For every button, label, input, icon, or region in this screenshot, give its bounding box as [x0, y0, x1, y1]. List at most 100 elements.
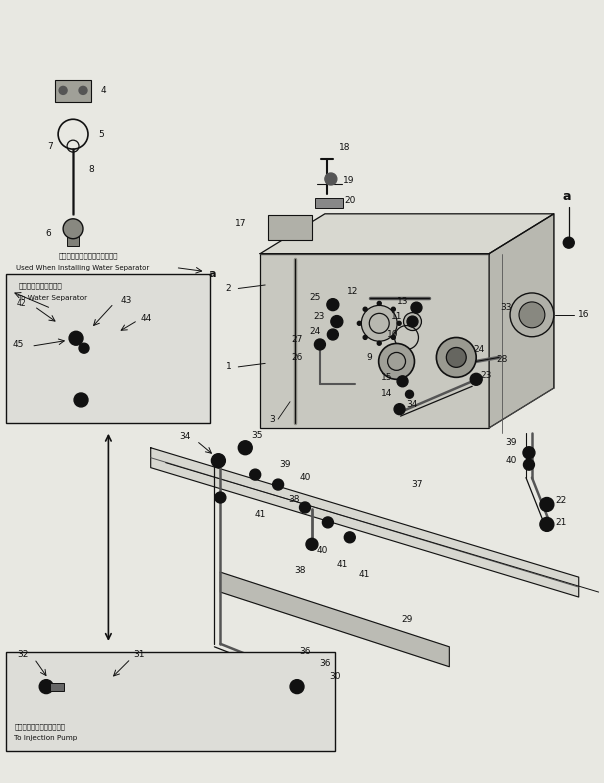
Text: インジェクションポンプへ: インジェクションポンプへ [14, 723, 65, 730]
Circle shape [519, 302, 545, 328]
Circle shape [69, 331, 83, 345]
Text: 40: 40 [506, 456, 516, 465]
Text: 40: 40 [300, 473, 310, 482]
Circle shape [379, 344, 414, 379]
Text: 27: 27 [291, 335, 303, 344]
Text: 13: 13 [397, 298, 408, 306]
Bar [315, 198, 343, 207]
Circle shape [79, 86, 87, 95]
Circle shape [239, 441, 252, 455]
Circle shape [249, 469, 261, 480]
Text: 11: 11 [391, 312, 402, 321]
Bar [67, 229, 79, 246]
Text: 18: 18 [339, 143, 350, 152]
Circle shape [331, 316, 343, 327]
Text: 20: 20 [344, 197, 356, 205]
Circle shape [378, 301, 381, 305]
Text: To Injection Pump: To Injection Pump [14, 735, 78, 742]
Text: 24: 24 [474, 345, 485, 354]
Text: 19: 19 [343, 176, 355, 186]
Text: 4: 4 [100, 86, 106, 95]
Text: 41: 41 [336, 560, 347, 568]
Text: 23: 23 [313, 312, 324, 321]
Circle shape [397, 376, 408, 387]
Circle shape [394, 404, 405, 415]
Polygon shape [220, 572, 449, 667]
Text: 3: 3 [269, 415, 275, 424]
Circle shape [524, 459, 535, 470]
Circle shape [436, 337, 476, 377]
Bar [7, 651, 335, 752]
Circle shape [306, 539, 318, 550]
Bar [260, 254, 489, 428]
Text: a: a [208, 269, 216, 279]
Text: 41: 41 [254, 510, 266, 519]
Text: 39: 39 [506, 438, 517, 447]
Text: 34: 34 [179, 432, 190, 442]
Text: 25: 25 [309, 293, 321, 302]
Circle shape [358, 321, 361, 325]
Circle shape [325, 173, 337, 185]
Text: 38: 38 [289, 495, 300, 504]
Text: 7: 7 [47, 142, 53, 150]
Text: 26: 26 [291, 353, 303, 362]
Circle shape [300, 502, 310, 513]
Circle shape [363, 307, 367, 311]
Text: 41: 41 [359, 570, 370, 579]
Circle shape [446, 348, 466, 367]
Circle shape [327, 298, 339, 311]
Circle shape [323, 517, 333, 528]
Circle shape [523, 447, 535, 459]
Text: 43: 43 [121, 296, 132, 305]
Text: 40: 40 [316, 546, 327, 555]
Text: Used When Installing Water Separator: Used When Installing Water Separator [16, 265, 150, 271]
Text: 36: 36 [299, 648, 310, 656]
Circle shape [59, 86, 67, 95]
Text: 33: 33 [500, 303, 512, 312]
Bar [50, 683, 64, 691]
Circle shape [471, 373, 482, 385]
Bar [55, 81, 91, 103]
Polygon shape [489, 214, 554, 428]
Polygon shape [260, 214, 554, 254]
Text: 34: 34 [406, 399, 417, 409]
Circle shape [378, 341, 381, 345]
Circle shape [74, 393, 88, 407]
Circle shape [411, 302, 422, 313]
Circle shape [510, 293, 554, 337]
Circle shape [327, 329, 338, 340]
Circle shape [215, 492, 226, 503]
Circle shape [540, 497, 554, 511]
Text: To Water Separator: To Water Separator [18, 295, 88, 301]
Text: 2: 2 [225, 284, 231, 293]
Circle shape [290, 680, 304, 694]
Text: 32: 32 [17, 651, 28, 659]
Text: 15: 15 [381, 373, 393, 382]
Circle shape [397, 321, 401, 325]
Text: 35: 35 [251, 431, 263, 440]
Text: 14: 14 [381, 388, 392, 398]
Text: 12: 12 [347, 287, 358, 296]
Text: 16: 16 [578, 310, 590, 319]
Circle shape [391, 307, 395, 311]
Circle shape [391, 335, 395, 339]
Text: 8: 8 [88, 164, 94, 174]
Circle shape [564, 237, 574, 248]
Bar [268, 215, 312, 240]
Text: 29: 29 [402, 615, 413, 625]
Text: 36: 36 [319, 659, 330, 668]
Circle shape [405, 390, 414, 399]
Text: 28: 28 [496, 355, 508, 364]
Circle shape [403, 312, 422, 330]
Text: 21: 21 [555, 518, 567, 527]
Text: 42: 42 [17, 299, 26, 308]
Text: 5: 5 [98, 130, 104, 139]
Circle shape [540, 518, 554, 532]
Circle shape [361, 305, 397, 341]
Text: 24: 24 [309, 327, 321, 336]
Text: 10: 10 [387, 330, 398, 339]
Circle shape [315, 339, 326, 350]
Text: 37: 37 [412, 480, 423, 489]
Circle shape [363, 335, 367, 339]
Polygon shape [151, 448, 579, 597]
